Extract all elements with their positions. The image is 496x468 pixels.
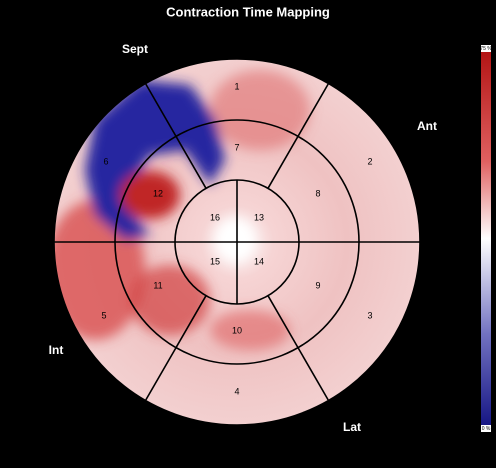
wall-label: Ant <box>417 119 437 133</box>
wall-label: Int <box>49 343 64 357</box>
segment-label: 16 <box>210 212 220 222</box>
wall-label: Sept <box>122 42 148 56</box>
segment-label: 13 <box>254 212 264 222</box>
segment-label: 8 <box>315 188 320 198</box>
segment-label: 11 <box>153 280 162 290</box>
segment-dividers <box>53 58 421 426</box>
segment-label: 6 <box>103 156 108 166</box>
segment-label: 10 <box>232 325 242 335</box>
segment-label: 5 <box>101 310 106 320</box>
colorbar-max-box <box>481 45 491 52</box>
segment-label: 12 <box>153 188 163 198</box>
wall-label: Lat <box>343 420 361 434</box>
segment-label: 2 <box>367 156 372 166</box>
colorbar <box>481 45 491 432</box>
segment-label: 3 <box>367 310 372 320</box>
colorbar-min-label: 0 % <box>482 426 491 432</box>
segment-label: 9 <box>315 280 320 290</box>
segment-label: 7 <box>234 142 239 152</box>
segment-label: 14 <box>254 256 264 266</box>
colorbar-min-box <box>481 425 491 432</box>
segment-label: 15 <box>210 256 220 266</box>
segment-label: 4 <box>234 386 239 396</box>
segment-label: 1 <box>234 81 239 91</box>
colorbar-max-label: 75 % <box>480 46 492 52</box>
title: Contraction Time Mapping <box>166 4 330 19</box>
